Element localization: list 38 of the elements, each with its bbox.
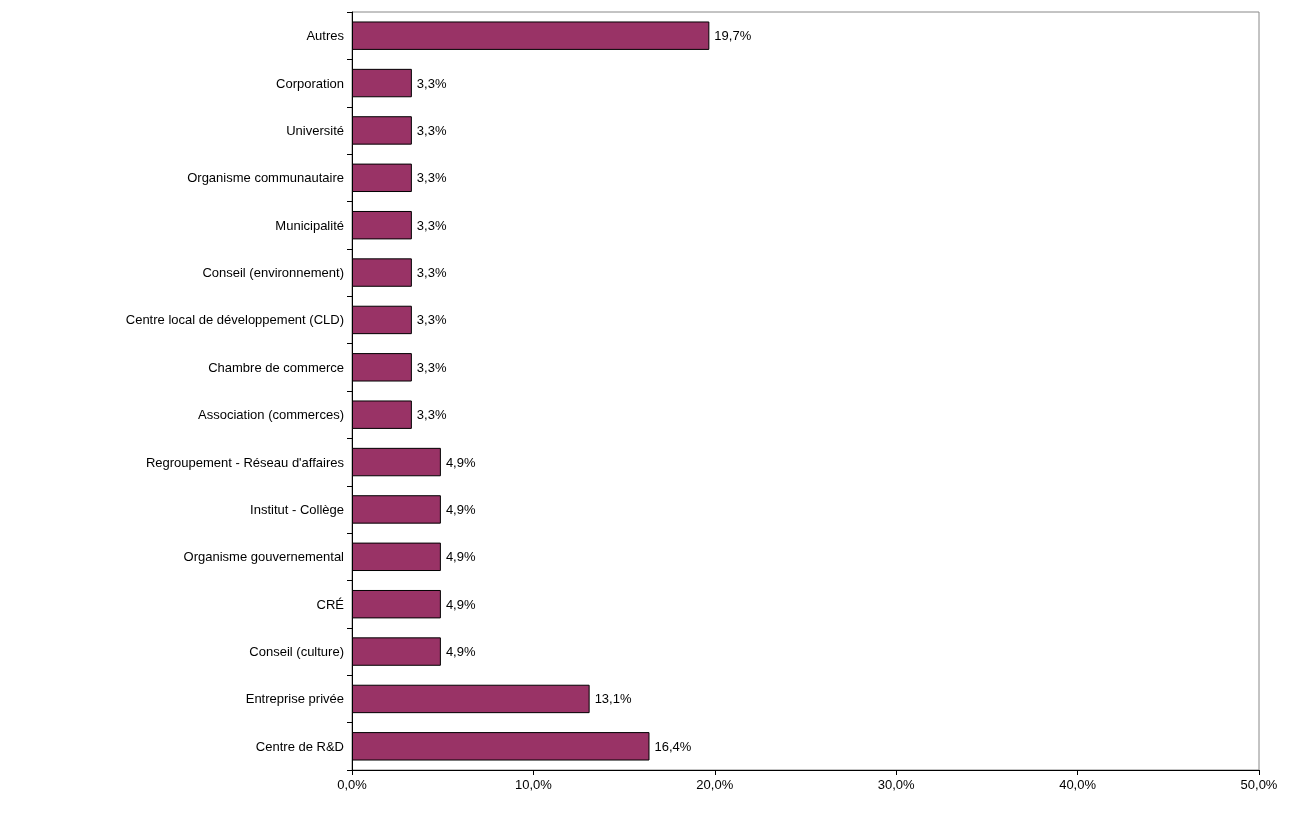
y-tick-label: Centre local de développement (CLD) <box>125 312 344 328</box>
y-tick-label: Regroupement - Réseau d'affaires <box>145 454 345 470</box>
data-label: 13,1% <box>594 691 632 707</box>
data-label: 3,3% <box>416 122 447 138</box>
data-label: 3,3% <box>416 312 447 328</box>
data-label: 3,3% <box>416 217 447 233</box>
y-tick-label: Autres <box>306 28 345 44</box>
data-label: 3,3% <box>416 170 447 186</box>
data-label: 3,3% <box>416 407 447 423</box>
y-tick-label: Corporation <box>276 75 344 91</box>
y-tick-label: Association (commerces) <box>198 407 344 423</box>
y-tick-label: Chambre de commerce <box>208 359 344 375</box>
data-label: 4,9% <box>445 596 476 612</box>
x-tick-label: 0,0% <box>337 777 368 792</box>
y-tick-label: Conseil (culture) <box>249 644 344 660</box>
x-tick-label: 30,0% <box>877 777 916 792</box>
y-tick-label: Conseil (environnement) <box>202 265 344 281</box>
y-tick-label: Entreprise privée <box>245 691 344 707</box>
y-tick-label: Organisme gouvernemental <box>183 549 345 565</box>
data-label: 16,4% <box>654 738 692 754</box>
data-label: 4,9% <box>445 644 476 660</box>
x-tick-label: 20,0% <box>696 777 734 792</box>
data-label: 3,3% <box>416 75 447 91</box>
y-tick-label: Institut - Collège <box>250 501 344 517</box>
y-tick-label: Municipalité <box>275 217 344 233</box>
x-tick-label: 40,0% <box>1059 777 1097 792</box>
data-label: 4,9% <box>445 549 476 565</box>
data-label: 3,3% <box>416 359 447 375</box>
data-label: 19,7% <box>714 28 752 44</box>
data-label: 4,9% <box>445 454 476 470</box>
x-tick-label: 10,0% <box>514 777 553 792</box>
data-label: 3,3% <box>416 265 447 281</box>
y-tick-label: CRÉ <box>316 596 345 612</box>
y-tick-label: Organisme communautaire <box>187 170 344 186</box>
y-tick-label: Université <box>286 122 344 138</box>
data-label: 4,9% <box>445 501 476 517</box>
y-tick-label: Centre de R&D <box>255 738 344 754</box>
x-tick-label: 50,0% <box>1240 777 1278 792</box>
